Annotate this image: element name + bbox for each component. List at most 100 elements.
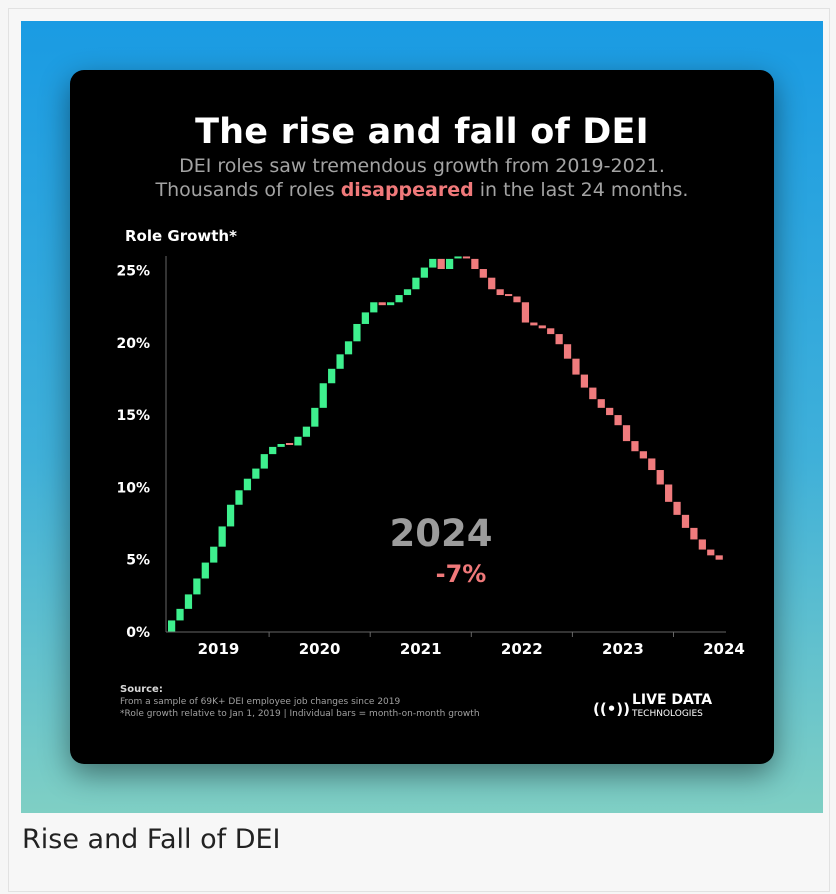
growth-bar — [395, 295, 403, 303]
subtitle-line-2: Thousands of roles disappeared in the la… — [70, 178, 774, 202]
growth-bar — [488, 277, 496, 290]
x-ticks: 2019 2020 2021 2022 2023 2024 — [198, 632, 745, 658]
annotation-value: -7% — [436, 560, 487, 588]
subtitle-text-b: in the last 24 months. — [473, 179, 689, 201]
growth-bar — [547, 328, 555, 335]
growth-bar — [454, 256, 462, 259]
growth-bar — [639, 451, 647, 459]
y-tick-label: 15% — [116, 408, 150, 424]
y-tick-label: 20% — [116, 336, 150, 352]
growth-bar — [361, 312, 369, 324]
growth-bar — [589, 387, 597, 400]
growth-bar — [690, 527, 698, 540]
growth-bar — [344, 341, 353, 355]
growth-bar — [328, 368, 336, 384]
growth-bar — [715, 555, 723, 560]
growth-bar — [285, 443, 294, 445]
logo-symbol: ((•)) — [593, 700, 630, 718]
growth-bar — [370, 302, 378, 313]
growth-bar — [437, 258, 445, 270]
growth-bar — [210, 546, 218, 563]
growth-bar — [538, 325, 546, 329]
growth-bar — [168, 620, 176, 632]
growth-bar — [648, 458, 656, 471]
growth-bar — [479, 269, 487, 278]
chart-svg: Role Growth* 0%5%10%15%20%25% 2019 2020 20… — [116, 227, 745, 719]
growth-bar — [311, 407, 319, 427]
growth-bar — [530, 322, 538, 326]
source-line-2: *Role growth relative to Jan 1, 2019 | I… — [120, 709, 480, 719]
image-caption: Rise and Fall of DEI — [22, 824, 281, 855]
growth-bar — [319, 383, 327, 408]
growth-bar — [218, 526, 226, 547]
growth-bar — [563, 344, 572, 359]
growth-bar — [580, 374, 589, 388]
growth-bar — [681, 514, 690, 528]
growth-bar — [201, 562, 209, 579]
growth-bar — [184, 594, 193, 609]
growth-bar — [193, 578, 201, 595]
annotation-year: 2024 — [390, 512, 493, 555]
growth-bar — [555, 334, 563, 345]
growth-bar — [707, 549, 715, 556]
x-tick-label: 2020 — [299, 640, 341, 658]
growth-bar — [698, 539, 706, 550]
growth-bar — [673, 501, 681, 515]
growth-bar — [387, 302, 395, 306]
y-tick-label: 25% — [116, 263, 150, 279]
growth-bar — [294, 436, 302, 446]
logo-line-2: TECHNOLOGIES — [631, 709, 703, 719]
x-tick-label: 2019 — [198, 640, 240, 658]
bars — [168, 256, 723, 632]
subtitle-line-1: DEI roles saw tremendous growth from 201… — [179, 155, 665, 177]
growth-bar — [656, 470, 664, 485]
growth-bar — [243, 478, 252, 491]
growth-bar — [521, 302, 530, 323]
growth-bar — [496, 289, 504, 296]
growth-bar — [513, 296, 521, 303]
growth-bar — [336, 354, 344, 369]
growth-bar — [622, 425, 631, 442]
growth-bar — [614, 415, 622, 426]
growth-bar — [226, 504, 235, 527]
growth-bar — [446, 258, 454, 270]
y-tick-label: 5% — [126, 553, 150, 569]
chart-subtitle: DEI roles saw tremendous growth from 201… — [70, 154, 774, 202]
growth-bar — [277, 444, 285, 447]
growth-bar — [403, 289, 412, 296]
growth-bar — [235, 490, 243, 505]
growth-bar — [353, 323, 361, 342]
growth-bar — [471, 258, 479, 270]
growth-bar — [412, 277, 420, 290]
x-tick-label: 2022 — [501, 640, 543, 658]
growth-bar — [420, 267, 428, 278]
chart-title: The rise and fall of DEI — [195, 112, 649, 152]
subtitle-highlight: disappeared — [340, 179, 474, 201]
growth-bar — [302, 426, 311, 437]
growth-bar — [176, 608, 184, 621]
x-tick-label: 2023 — [602, 640, 644, 658]
growth-bar — [252, 468, 260, 479]
source-label: Source: — [120, 684, 163, 695]
y-tick-label: 0% — [126, 625, 150, 641]
x-tick-label: 2021 — [400, 640, 442, 658]
growth-bar — [606, 407, 614, 416]
subtitle-text-a: Thousands of roles — [155, 179, 341, 201]
growth-bar — [504, 294, 513, 297]
growth-bar — [378, 302, 386, 306]
growth-bar — [631, 441, 639, 452]
chart-card: The rise and fall of DEI DEI roles saw t… — [70, 70, 774, 764]
y-axis-label: Role Growth* — [125, 227, 237, 245]
x-tick-label: 2024 — [703, 640, 745, 658]
growth-bar — [269, 446, 277, 455]
logo-line-1: LIVE DATA — [632, 692, 712, 708]
growth-bar — [572, 358, 580, 375]
y-tick-label: 10% — [116, 480, 150, 496]
growth-bar — [260, 454, 268, 469]
y-ticks: 0% 5% 10% 15% 20% 25% — [116, 263, 150, 641]
growth-bar — [597, 399, 605, 408]
growth-bar — [429, 258, 437, 268]
growth-bar — [462, 256, 471, 259]
source-line-1: From a sample of 69K+ DEI employee job c… — [120, 697, 400, 707]
growth-bar — [665, 484, 673, 502]
